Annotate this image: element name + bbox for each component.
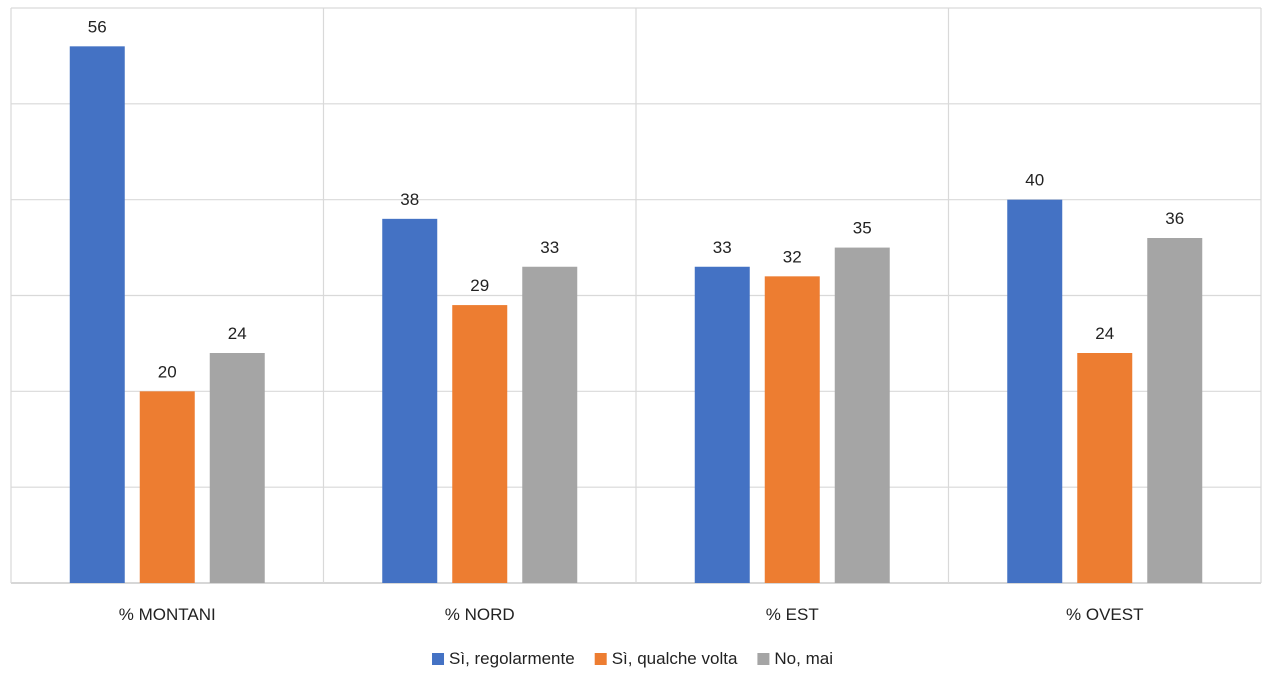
data-label: 56 <box>88 17 107 36</box>
legend-label: Sì, regolarmente <box>449 649 575 668</box>
category-axis: % MONTANI % NORD % EST % OVEST <box>119 605 1144 624</box>
legend-label: No, mai <box>774 649 833 668</box>
category-label: % OVEST <box>1066 605 1143 624</box>
bar <box>209 353 265 583</box>
data-label: 35 <box>853 219 872 238</box>
legend-swatch <box>757 653 770 665</box>
data-label: 36 <box>1165 209 1184 228</box>
category-label: % NORD <box>445 605 515 624</box>
legend-swatch <box>594 653 607 665</box>
data-label: 38 <box>400 190 419 209</box>
gridlines <box>10 7 1262 584</box>
category-label: % EST <box>766 605 819 624</box>
bar <box>382 218 438 584</box>
data-label: 33 <box>540 238 559 257</box>
data-label: 33 <box>713 238 732 257</box>
legend-item: Sì, regolarmente <box>432 649 575 668</box>
bar <box>1007 199 1063 583</box>
category-label: % MONTANI <box>119 605 216 624</box>
bar <box>139 391 195 583</box>
bar <box>764 276 820 583</box>
bar <box>1077 353 1133 583</box>
legend-item: Sì, qualche volta <box>594 649 738 668</box>
bars <box>69 46 1203 584</box>
data-label: 24 <box>1095 324 1114 343</box>
legend-label: Sì, qualche volta <box>612 649 738 668</box>
legend: Sì, regolarmente Sì, qualche volta No, mai <box>432 649 833 668</box>
data-label: 29 <box>470 276 489 295</box>
bar <box>1147 238 1203 583</box>
data-label: 32 <box>783 247 802 266</box>
bar <box>452 305 508 583</box>
bar <box>834 247 890 584</box>
bar <box>694 266 750 583</box>
bar <box>522 266 578 583</box>
data-label: 24 <box>228 324 247 343</box>
bar <box>69 46 125 584</box>
legend-item: No, mai <box>757 649 833 668</box>
legend-swatch <box>432 653 445 665</box>
data-label: 40 <box>1025 171 1044 190</box>
data-labels: 56 20 24 38 29 33 33 32 35 40 24 36 <box>88 17 1184 381</box>
data-label: 20 <box>158 362 177 381</box>
